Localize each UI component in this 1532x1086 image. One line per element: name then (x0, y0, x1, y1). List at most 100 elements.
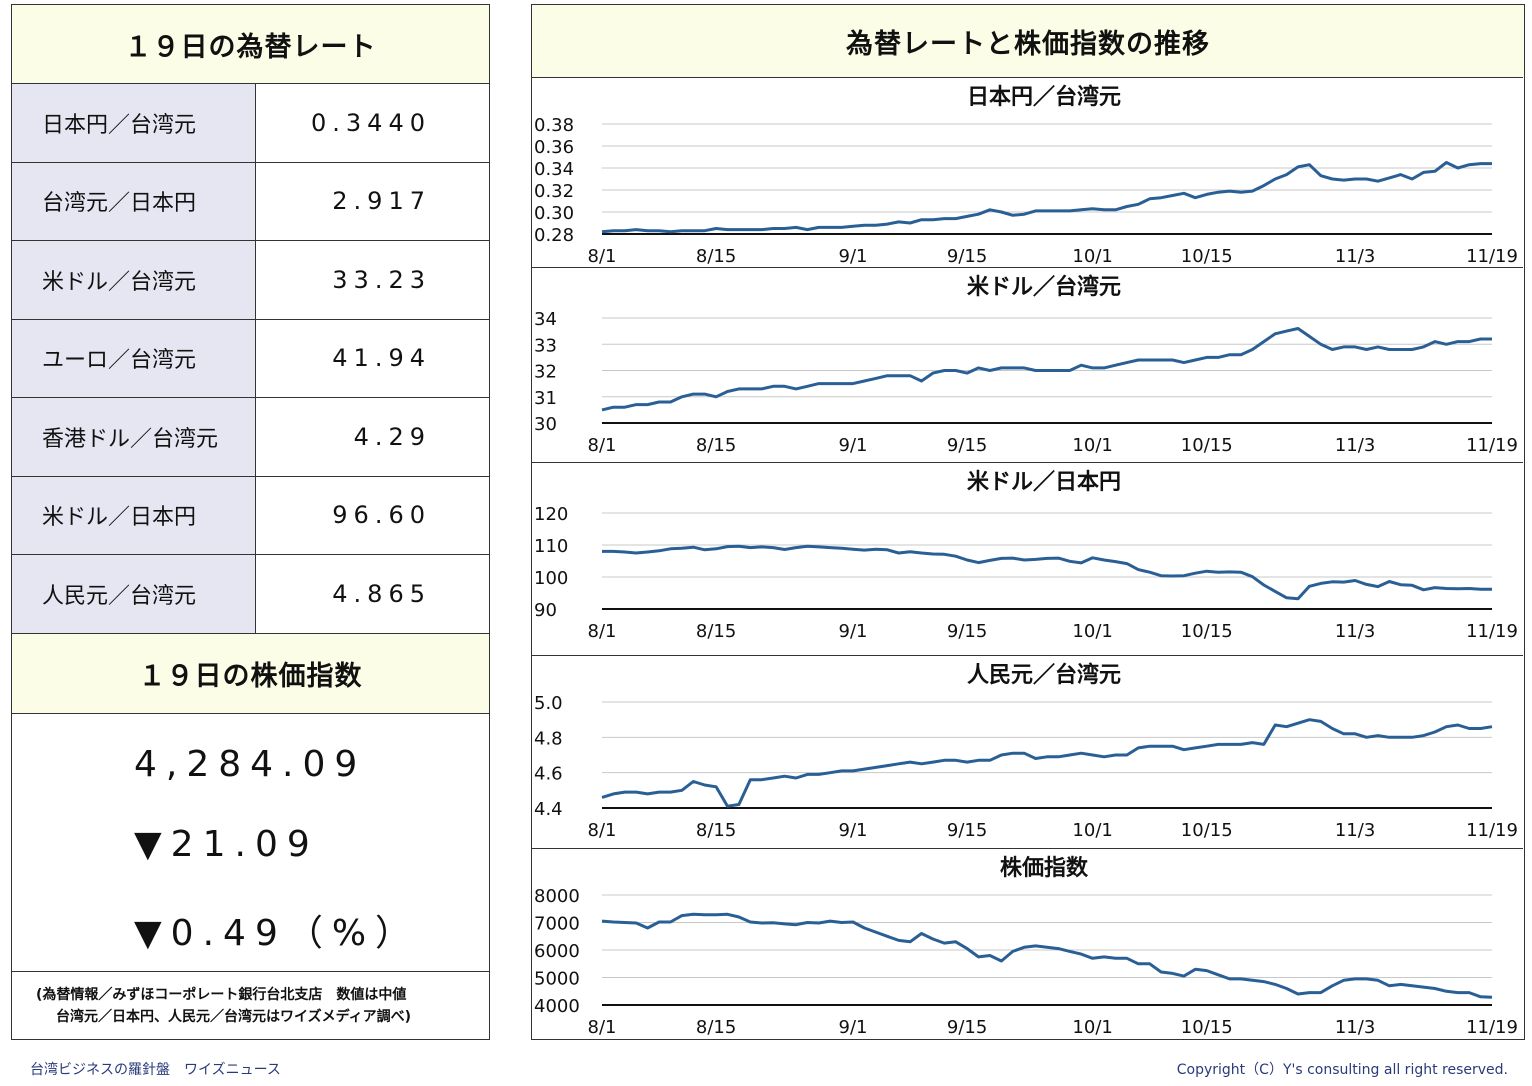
y-tick-label: 7000 (534, 914, 580, 935)
chart-title: 人民元／台湾元 (967, 662, 1121, 688)
y-tick-label: 31 (534, 388, 557, 409)
chart-svg: 米ドル／台湾元 34 33 32 31 30 8/1 8/15 9/1 9/15 10/1 10/15… (534, 274, 1518, 456)
rate-name: 人民元／台湾元 (12, 555, 256, 633)
x-tick-label: 9/15 (947, 1017, 987, 1038)
x-tick-label: 11/3 (1335, 435, 1375, 456)
x-tick-label: 10/15 (1181, 1017, 1233, 1038)
rate-value: 96.60 (332, 501, 431, 530)
rate-value: 41.94 (332, 344, 431, 373)
y-tick-label: 0.30 (534, 203, 574, 224)
rate-name: 米ドル／台湾元 (12, 241, 256, 319)
x-tick-label: 9/1 (839, 621, 868, 642)
chart-svg: 人民元／台湾元 5.0 4.8 4.6 4.4 8/1 8/15 9/1 9/15 10/1 10/… (534, 662, 1518, 841)
x-tick-label: 11/3 (1335, 621, 1375, 642)
stock-change: ▼21.09 (134, 823, 319, 865)
x-tick-label: 8/1 (588, 820, 617, 841)
rate-name: 香港ドル／台湾元 (12, 398, 256, 476)
x-tick-label: 8/15 (696, 246, 736, 267)
rate-row: 日本円／台湾元 0.3440 (12, 84, 489, 163)
y-tick-label: 4.8 (534, 728, 563, 749)
chart-title: 日本円／台湾元 (967, 84, 1121, 110)
x-tick-label: 9/15 (947, 820, 987, 841)
x-tick-label: 8/15 (696, 435, 736, 456)
x-tick-label: 9/1 (839, 246, 868, 267)
x-tick-label: 9/15 (947, 246, 987, 267)
x-tick-label: 10/1 (1072, 1017, 1112, 1038)
rate-row: 米ドル／日本円 96.60 (12, 476, 489, 555)
x-tick-label: 11/19 (1466, 246, 1518, 267)
charts-title: 為替レートと株価指数の推移 (532, 5, 1524, 77)
footer-brand: 台湾ビジネスの羅針盤 ワイズニュース (30, 1062, 281, 1078)
rate-row: 人民元／台湾元 4.865 (12, 555, 489, 634)
x-tick-label: 11/3 (1335, 820, 1375, 841)
rate-row: 香港ドル／台湾元 4.29 (12, 398, 489, 477)
stock-change-pct: ▼0.49（%） (134, 912, 421, 954)
x-tick-label: 10/1 (1072, 621, 1112, 642)
rate-value: 4.865 (332, 579, 431, 608)
series-line (601, 161, 1492, 234)
y-tick-label: 33 (534, 335, 557, 356)
stock-index-value: 4,284.09 (134, 743, 367, 785)
x-tick-label: 11/19 (1466, 435, 1518, 456)
chart-svg: 株価指数 8000 7000 6000 5000 4000 8/1 8/15 9/1 9/15 10… (534, 855, 1518, 1038)
y-tick-label: 6000 (534, 941, 580, 962)
footer-copyright: Copyright（C）Y's consulting all right res… (1176, 1062, 1508, 1078)
x-tick-label: 11/19 (1466, 621, 1518, 642)
series-line (601, 912, 1493, 999)
y-tick-label: 4.6 (534, 764, 563, 785)
x-tick-label: 10/15 (1181, 621, 1233, 642)
chart-svg: 日本円／台湾元 0.380.360.340.320.300.28 8/1 8/15 9/… (534, 84, 1518, 267)
rate-value: 0.3440 (311, 108, 431, 137)
y-tick-label: 0.36 (534, 137, 574, 158)
source-note: (為替情報／みずほコーポレート銀行台北支店 数値は中値 台湾元／日本円、人民元／… (12, 972, 489, 1028)
stock-box: 4,284.09 ▼21.09 ▼0.49（%） (12, 714, 489, 972)
x-tick-label: 10/15 (1181, 246, 1233, 267)
x-tick-label: 10/15 (1181, 435, 1233, 456)
rate-name: ユーロ／台湾元 (12, 319, 256, 397)
x-tick-label: 8/15 (696, 621, 736, 642)
rate-name: 日本円／台湾元 (12, 84, 256, 162)
x-tick-label: 8/15 (696, 1017, 736, 1038)
x-tick-label: 10/1 (1072, 435, 1112, 456)
x-tick-label: 9/15 (947, 435, 987, 456)
y-tick-label: 110 (534, 536, 568, 557)
rate-row: 米ドル／台湾元 33.23 (12, 241, 489, 320)
chart-5: 株価指数 8000 7000 6000 5000 4000 8/1 8/15 9/1 9/15 10… (532, 848, 1523, 1041)
x-tick-label: 8/1 (588, 1017, 617, 1038)
y-tick-label: 0.38 (534, 115, 574, 136)
chart-2: 米ドル／台湾元 34 33 32 31 30 8/1 8/15 9/1 9/15 10/1 10/15… (532, 267, 1523, 463)
chart-4: 人民元／台湾元 5.0 4.8 4.6 4.4 8/1 8/15 9/1 9/15 10/1 10/… (532, 655, 1523, 849)
rate-value: 4.29 (353, 422, 431, 451)
y-tick-label: 100 (534, 568, 568, 589)
y-tick-label: 8000 (534, 886, 580, 907)
rate-name: 台湾元／日本円 (12, 162, 256, 240)
y-tick-label: 30 (534, 414, 557, 435)
chart-title: 米ドル／台湾元 (967, 274, 1121, 300)
y-tick-label: 34 (534, 309, 557, 330)
rate-value: 33.23 (332, 265, 431, 294)
y-tick-label: 32 (534, 362, 557, 383)
source-line-1: (為替情報／みずほコーポレート銀行台北支店 数値は中値 (36, 986, 407, 1003)
rate-row: 台湾元／日本円 2.917 (12, 162, 489, 241)
y-tick-label: 0.28 (534, 225, 574, 246)
x-tick-label: 10/1 (1072, 246, 1112, 267)
series-line (601, 718, 1493, 808)
charts-panel: 為替レートと株価指数の推移 日本円／台湾元 0.38 0.36 0.34 0.32 0.3… (531, 4, 1525, 1040)
y-tick-label: 120 (534, 504, 568, 525)
y-tick-label: 90 (534, 600, 557, 621)
x-tick-label: 10/1 (1072, 820, 1112, 841)
x-tick-label: 8/15 (696, 820, 736, 841)
x-tick-label: 8/1 (588, 246, 617, 267)
rates-title: １９日の為替レート (12, 5, 489, 84)
y-tick-label: 5.0 (534, 693, 563, 714)
x-tick-label: 11/19 (1466, 820, 1518, 841)
x-tick-label: 10/15 (1181, 820, 1233, 841)
x-tick-label: 8/1 (588, 621, 617, 642)
series-line (602, 544, 1492, 601)
rate-row: ユーロ／台湾元 41.94 (12, 319, 489, 398)
rates-panel: １９日の為替レート 日本円／台湾元 0.3440 台湾元／日本円 2.917 米ドル／台… (11, 4, 490, 1040)
source-line-2: 台湾元／日本円、人民元／台湾元はワイズメディア調べ) (56, 1008, 411, 1025)
series-line (601, 327, 1492, 412)
chart-title: 株価指数 (1000, 855, 1089, 881)
x-tick-label: 11/19 (1466, 1017, 1518, 1038)
